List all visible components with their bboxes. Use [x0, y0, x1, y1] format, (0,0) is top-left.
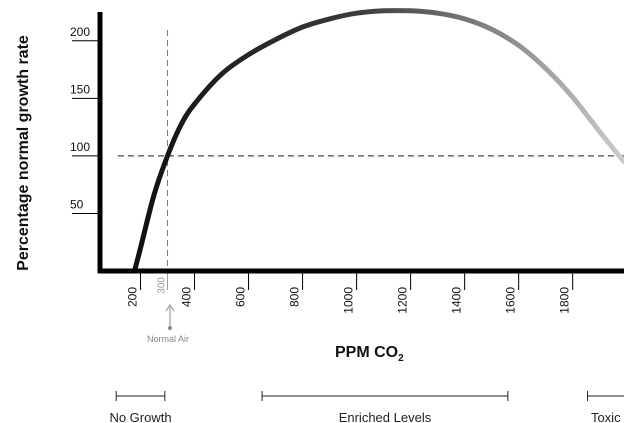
- range-label: Toxic: [591, 410, 621, 423]
- series-layer: [132, 8, 624, 272]
- normal-air-arrow-icon: [165, 304, 175, 312]
- x-tick-label: 1800: [558, 287, 572, 314]
- x-tick-label: 1400: [450, 287, 464, 314]
- x-tick-label: 800: [288, 287, 302, 307]
- range-label: No Growth: [109, 410, 171, 423]
- growth-rate-curve: [132, 8, 624, 272]
- x-tick-label: 400: [180, 287, 194, 307]
- x-tick-label: 1600: [504, 287, 518, 314]
- range-label: Enriched Levels: [339, 410, 432, 423]
- y-axis-ticks: 50 100 150 200: [70, 25, 100, 214]
- x-axis-ticks: 200 400 600 800 1000 1200 1400 1600 1800 300: [126, 271, 574, 314]
- x-tick-label: 600: [234, 287, 248, 307]
- x-tick-label: 1200: [396, 287, 410, 314]
- normal-air-label: Normal Air: [147, 334, 189, 344]
- y-tick-label: 200: [70, 25, 90, 39]
- co2-level-ranges: No Growth Enriched Levels Toxic: [109, 391, 624, 423]
- reference-lines: [118, 30, 624, 271]
- y-tick-label: 50: [70, 197, 84, 211]
- x-tick-label-reference: 300: [157, 277, 168, 294]
- y-tick-label: 150: [70, 82, 90, 96]
- x-tick-label: 200: [126, 287, 140, 307]
- x-axis-label-subscript: 2: [398, 353, 404, 364]
- x-axis-label: PPM CO2: [335, 344, 404, 364]
- y-axis-label: Percentage normal growth rate: [15, 35, 32, 271]
- x-tick-label: 1000: [342, 287, 356, 314]
- y-tick-label: 100: [70, 140, 90, 154]
- x-axis-label-main: PPM CO: [335, 344, 398, 361]
- normal-air-dot: [168, 326, 172, 330]
